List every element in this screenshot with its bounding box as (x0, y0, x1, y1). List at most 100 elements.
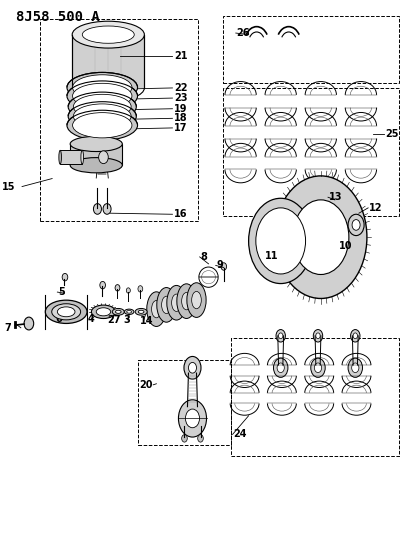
Circle shape (103, 204, 111, 214)
Circle shape (185, 409, 200, 427)
Ellipse shape (112, 309, 124, 315)
Circle shape (24, 317, 34, 330)
Text: 19: 19 (174, 104, 188, 114)
Text: 5: 5 (58, 287, 65, 297)
Text: 1: 1 (196, 302, 203, 311)
Ellipse shape (135, 309, 147, 315)
Text: 27: 27 (107, 315, 121, 325)
Ellipse shape (177, 284, 196, 318)
Text: 13: 13 (329, 192, 342, 202)
Text: 2: 2 (190, 286, 197, 295)
Text: 15: 15 (2, 182, 16, 191)
Circle shape (249, 198, 313, 284)
Ellipse shape (45, 300, 87, 324)
Ellipse shape (72, 21, 144, 48)
Text: 17: 17 (174, 123, 188, 133)
Bar (223, 16, 399, 83)
Circle shape (221, 263, 227, 270)
Bar (138, 360, 231, 445)
Ellipse shape (57, 307, 75, 317)
Text: 21: 21 (174, 51, 188, 61)
Circle shape (178, 400, 207, 437)
Circle shape (313, 329, 323, 342)
Circle shape (316, 333, 320, 338)
Circle shape (182, 435, 187, 442)
Text: 3: 3 (124, 315, 130, 325)
Ellipse shape (73, 83, 132, 109)
Text: 23: 23 (174, 93, 188, 103)
Circle shape (99, 151, 108, 164)
Ellipse shape (124, 309, 134, 314)
Ellipse shape (147, 292, 166, 326)
Ellipse shape (52, 304, 81, 320)
Ellipse shape (91, 305, 115, 319)
Circle shape (256, 208, 306, 274)
Circle shape (184, 357, 201, 379)
Ellipse shape (152, 301, 161, 318)
Ellipse shape (67, 72, 138, 102)
Ellipse shape (73, 112, 132, 138)
Ellipse shape (73, 104, 131, 128)
Bar (70, 144, 122, 165)
Text: 9: 9 (217, 261, 223, 270)
Ellipse shape (67, 110, 138, 140)
Circle shape (277, 363, 284, 373)
Ellipse shape (162, 296, 171, 313)
Bar (60, 150, 82, 164)
Circle shape (353, 333, 357, 338)
Text: 20: 20 (140, 380, 153, 390)
Circle shape (314, 363, 322, 373)
Text: 18: 18 (174, 114, 188, 123)
Text: 16: 16 (174, 209, 188, 219)
Text: 26: 26 (237, 28, 250, 38)
Text: 4: 4 (87, 314, 94, 324)
Text: 22: 22 (174, 83, 188, 93)
Text: 7: 7 (4, 323, 11, 333)
Circle shape (93, 204, 101, 214)
Ellipse shape (182, 293, 191, 310)
Ellipse shape (157, 288, 176, 322)
Circle shape (311, 358, 325, 377)
Ellipse shape (82, 26, 134, 43)
Circle shape (188, 362, 196, 373)
Ellipse shape (167, 286, 186, 320)
Ellipse shape (192, 292, 201, 309)
Ellipse shape (70, 136, 122, 151)
Ellipse shape (73, 94, 131, 119)
Ellipse shape (68, 102, 136, 131)
Circle shape (279, 333, 283, 338)
Bar (231, 338, 399, 456)
Ellipse shape (96, 308, 111, 316)
Ellipse shape (138, 310, 144, 313)
Ellipse shape (172, 294, 181, 311)
Ellipse shape (81, 150, 83, 164)
Text: 8J58 500 A: 8J58 500 A (16, 10, 100, 23)
Circle shape (62, 273, 68, 281)
Circle shape (100, 281, 105, 289)
Ellipse shape (59, 150, 61, 164)
Circle shape (115, 285, 120, 291)
Ellipse shape (67, 81, 138, 111)
Ellipse shape (115, 310, 121, 313)
Bar (40, 19, 198, 221)
Ellipse shape (70, 158, 122, 173)
Ellipse shape (127, 310, 132, 313)
Text: 8: 8 (200, 252, 207, 262)
Circle shape (352, 363, 359, 373)
Circle shape (293, 200, 349, 274)
Text: 24: 24 (233, 430, 247, 439)
Circle shape (348, 214, 364, 236)
Circle shape (275, 176, 367, 298)
Bar (223, 88, 399, 216)
Circle shape (276, 329, 286, 342)
Ellipse shape (73, 75, 132, 100)
Text: 6: 6 (55, 314, 62, 324)
Circle shape (126, 288, 130, 293)
Text: 25: 25 (385, 130, 399, 139)
Ellipse shape (68, 92, 136, 121)
Text: 10: 10 (339, 241, 352, 251)
Ellipse shape (187, 282, 206, 317)
Circle shape (138, 286, 143, 292)
Text: 12: 12 (369, 203, 383, 213)
Circle shape (198, 435, 203, 442)
